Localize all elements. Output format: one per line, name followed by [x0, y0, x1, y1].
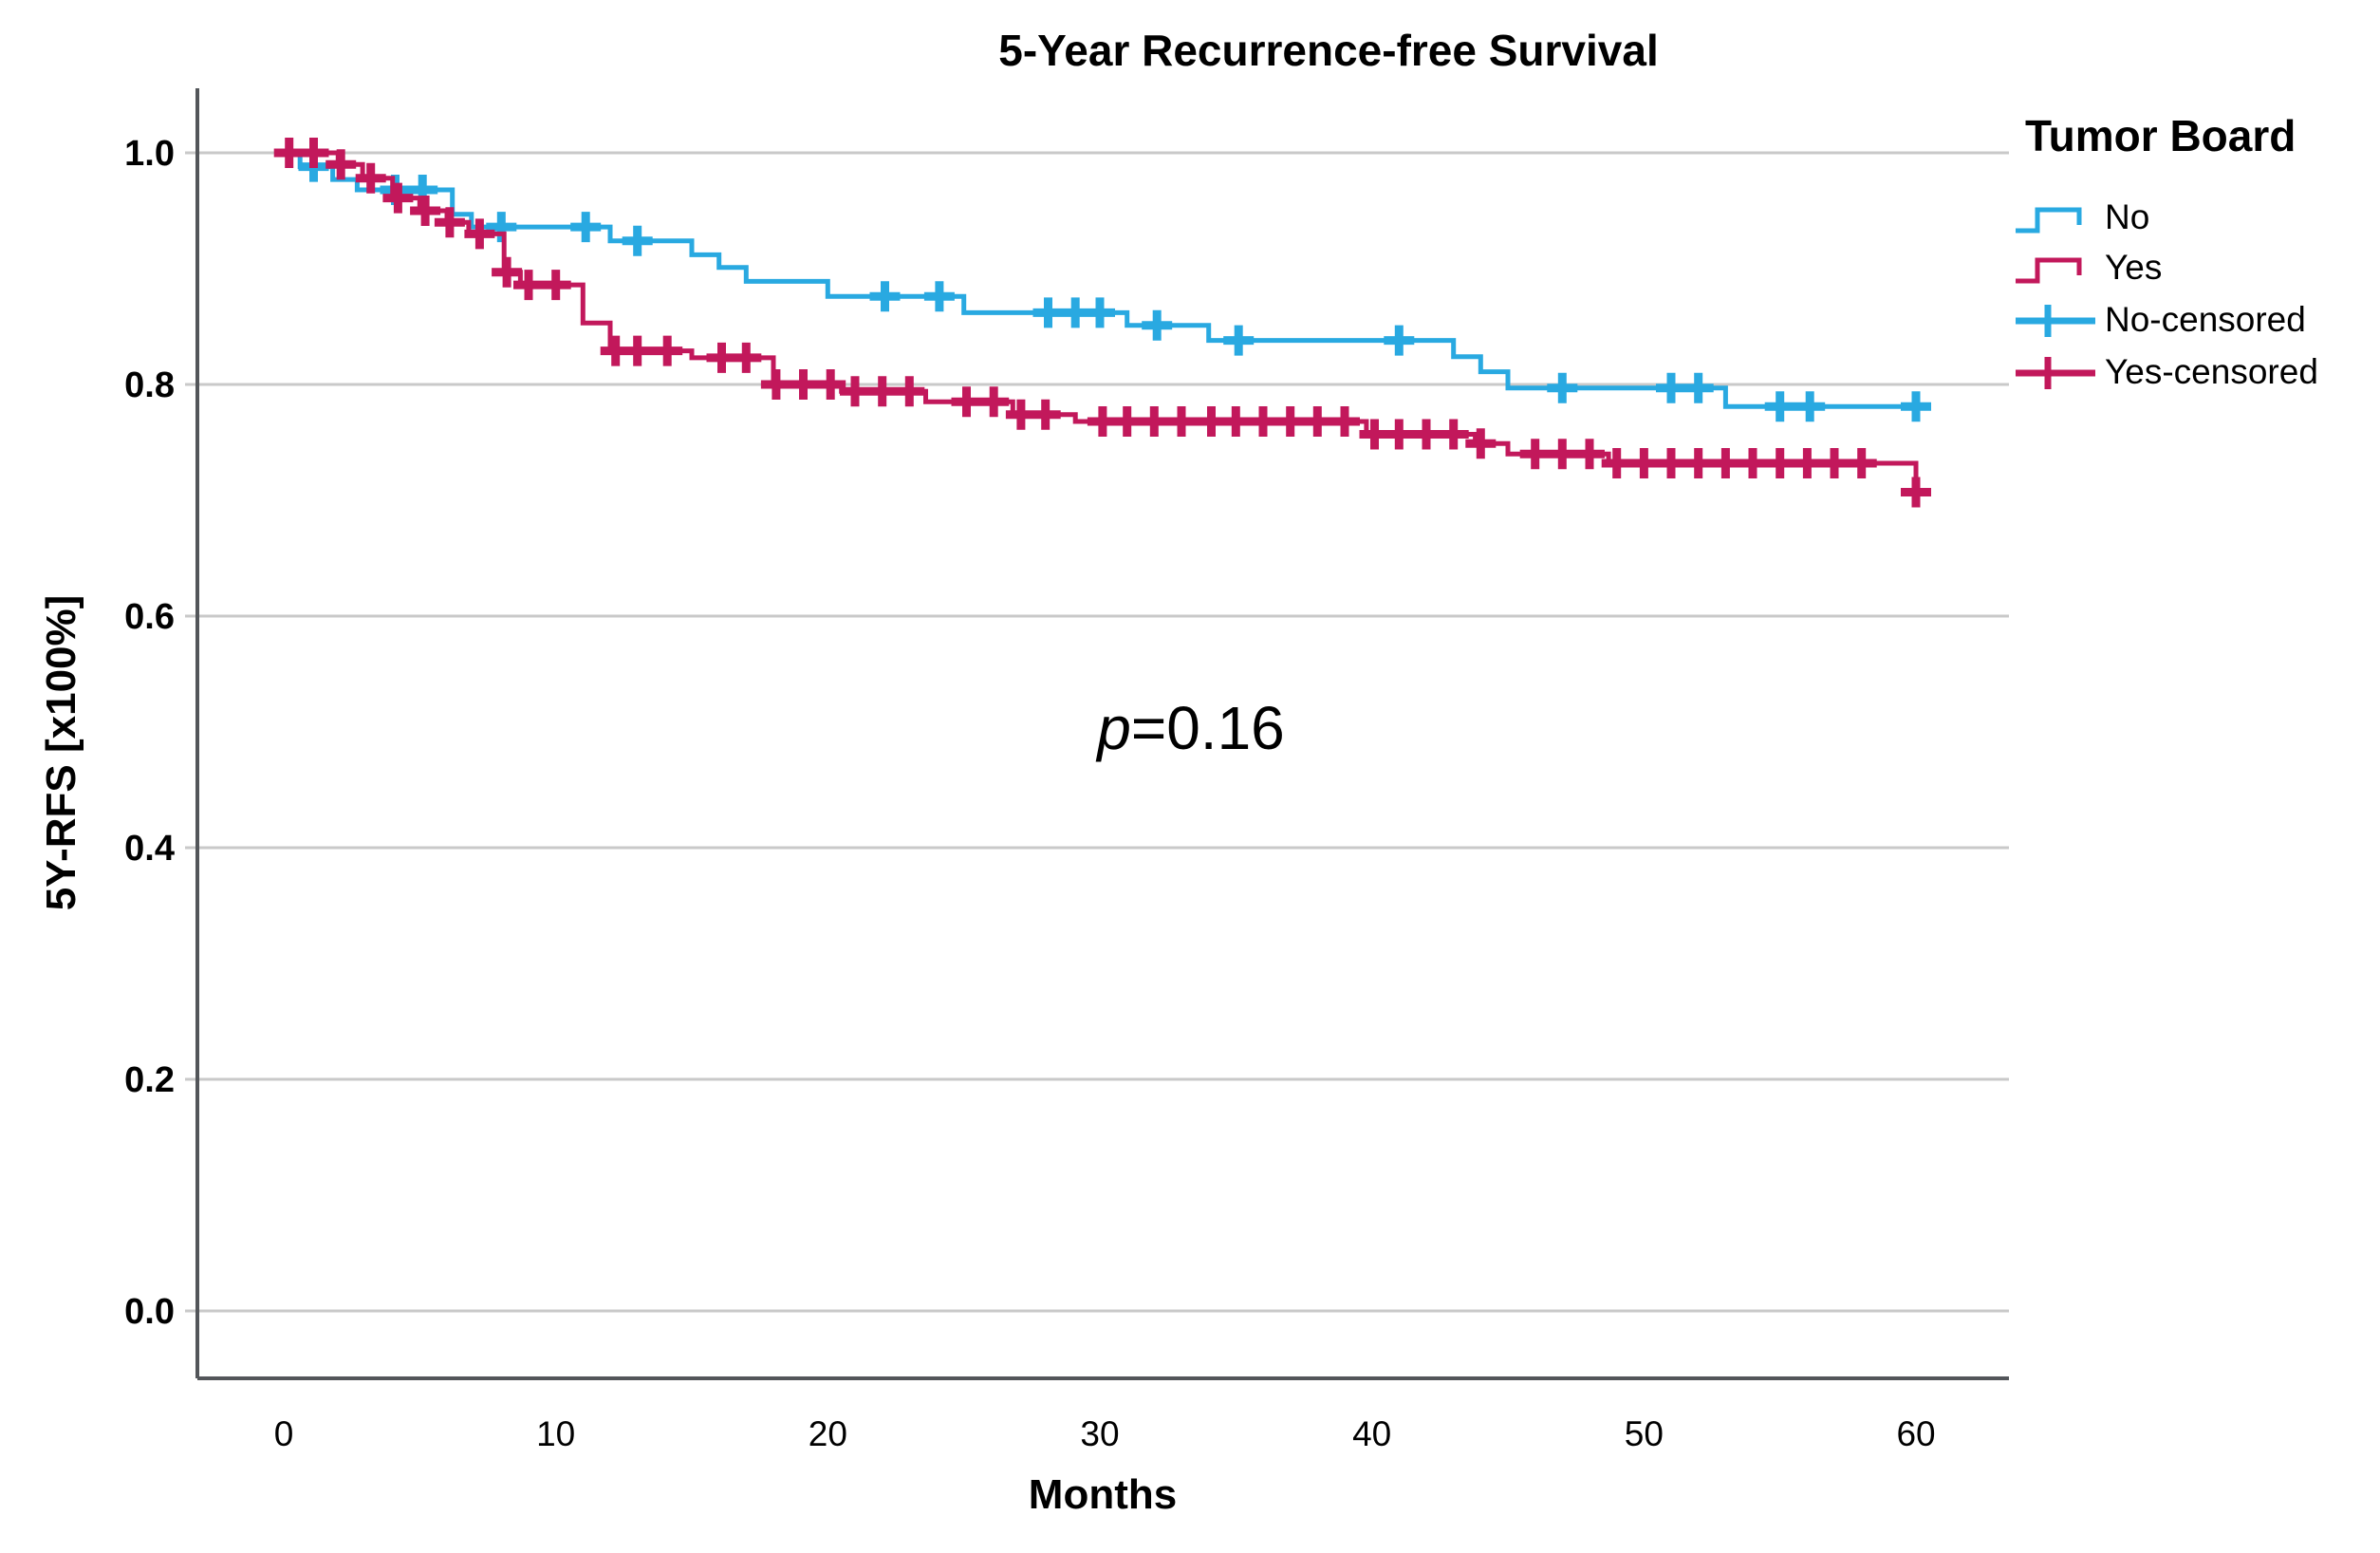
y-tick-label: 1.0	[124, 134, 175, 174]
x-tick-label: 60	[1896, 1414, 1935, 1453]
legend-item-no: No	[2105, 197, 2150, 236]
p-value-text: =0.16	[1130, 694, 1285, 762]
x-tick-label: 30	[1080, 1414, 1119, 1453]
y-axis-title: 5Y-RFS [x100%]	[38, 594, 84, 911]
legend-swatch-no-censored	[2016, 305, 2095, 337]
legend-swatch-step-yes	[2016, 257, 2082, 284]
legend-swatch-yes-censored	[2016, 357, 2095, 389]
x-tick-label: 50	[1625, 1414, 1664, 1453]
p-value-annotation: p=0.16	[987, 693, 1395, 763]
x-tick-label: 20	[809, 1414, 847, 1453]
legend-title: Tumor Board	[2025, 111, 2296, 160]
p-symbol: p	[1097, 694, 1131, 762]
legend-item-yes-censored: Yes-censored	[2105, 352, 2318, 391]
x-axis-title: Months	[1028, 1471, 1178, 1518]
legend-swatch-step-no	[2016, 207, 2082, 234]
x-tick-label: 10	[536, 1414, 575, 1453]
y-tick-label: 0.4	[124, 829, 175, 869]
survival-curve-no	[284, 150, 1916, 409]
y-tick-label: 0.2	[124, 1060, 175, 1100]
survival-curve-yes	[284, 150, 1919, 493]
chart-title: 5-Year Recurrence-free Survival	[998, 26, 1659, 75]
legend-item-yes: Yes	[2105, 248, 2163, 287]
x-tick-label: 0	[274, 1414, 294, 1453]
y-tick-label: 0.8	[124, 365, 175, 405]
y-tick-label: 0.6	[124, 597, 175, 637]
censor-marks-yes	[273, 138, 1931, 508]
x-tick-label: 40	[1352, 1414, 1391, 1453]
legend-item-no-censored: No-censored	[2105, 300, 2306, 339]
y-tick-label: 0.0	[124, 1292, 175, 1332]
